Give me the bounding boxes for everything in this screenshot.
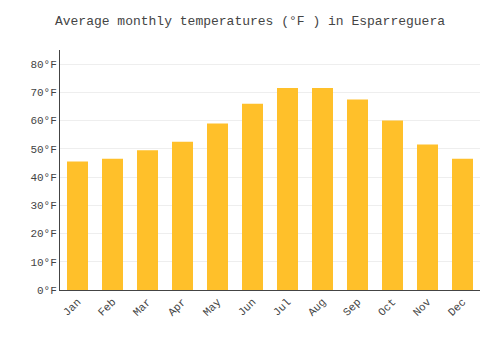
svg-text:70°F: 70°F [30,87,56,99]
svg-text:Sep: Sep [341,296,363,318]
svg-text:Feb: Feb [96,296,118,318]
svg-text:Jul: Jul [271,296,293,318]
svg-text:May: May [201,296,224,319]
svg-text:0°F: 0°F [37,285,57,297]
svg-text:50°F: 50°F [30,144,56,156]
svg-text:Oct: Oct [376,296,398,318]
svg-text:Dec: Dec [446,296,468,318]
svg-text:Average monthly temperatures (: Average monthly temperatures (°F ) in Es… [55,14,445,29]
svg-text:Nov: Nov [411,296,434,319]
svg-text:60°F: 60°F [30,115,56,127]
svg-text:Apr: Apr [166,296,188,318]
svg-text:10°F: 10°F [30,257,56,269]
svg-text:Jun: Jun [236,296,258,318]
svg-text:30°F: 30°F [30,200,56,212]
svg-text:40°F: 40°F [30,172,56,184]
svg-text:20°F: 20°F [30,228,56,240]
svg-text:Aug: Aug [306,296,328,318]
svg-text:80°F: 80°F [30,59,56,71]
svg-text:Mar: Mar [131,296,153,318]
svg-text:Jan: Jan [61,296,83,318]
